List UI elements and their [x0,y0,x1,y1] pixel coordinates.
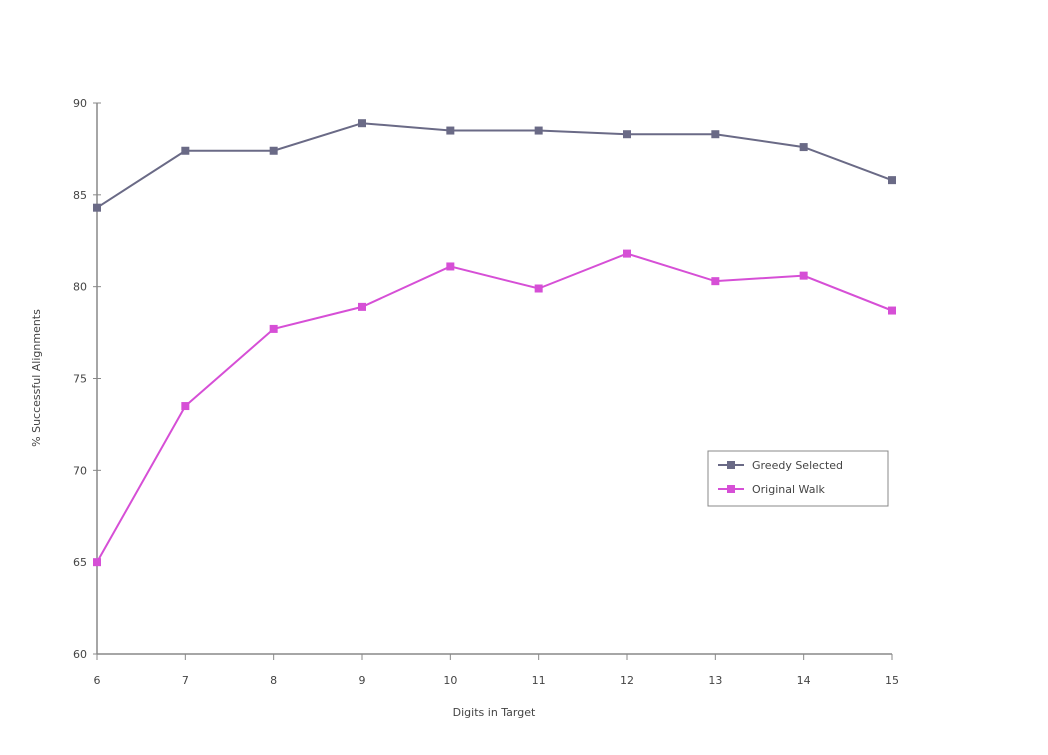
y-axis-title: % Successful Alignments [30,309,43,447]
series-line-original-walk [96,252,893,563]
x-tick-label: 8 [270,674,277,687]
x-tick-label: 14 [797,674,811,687]
data-point-original-walk [269,324,278,333]
data-point-original-walk [358,302,366,311]
x-ticks: 6 7 8 9 10 11 12 13 14 15 [94,654,899,687]
data-point-greedy-selected [269,146,278,155]
data-point-original-walk [888,306,896,315]
data-point-original-walk [181,402,190,411]
y-tick-label: 65 [73,556,87,569]
plot-area: 60 65 70 75 80 85 90 6 7 8 9 10 11 12 13 14 15 [73,97,899,687]
x-tick-label: 11 [532,674,546,687]
data-point-greedy-selected [181,146,190,155]
x-axis-title: Digits in Target [453,706,536,719]
data-point-original-walk [534,284,543,293]
data-point-greedy-selected [711,130,720,139]
x-tick-label: 13 [708,674,722,687]
y-tick-label: 75 [73,373,87,386]
data-point-greedy-selected [93,203,101,212]
y-tick-label: 90 [73,97,87,110]
legend-marker-original-walk [727,485,735,493]
legend: Greedy Selected Original Walk [707,450,889,507]
legend-label-greedy-selected: Greedy Selected [752,459,843,472]
series-line-greedy-selected [96,122,893,209]
legend-marker-greedy-selected [727,461,735,469]
data-point-greedy-selected [534,126,543,135]
data-point-original-walk [446,262,455,271]
data-point-original-walk [93,558,101,567]
data-point-original-walk [623,249,631,258]
x-tick-label: 6 [94,674,101,687]
y-tick-label: 70 [73,464,87,477]
legend-label-original-walk: Original Walk [752,483,826,496]
data-point-greedy-selected [888,176,896,185]
x-tick-label: 7 [182,674,189,687]
data-point-greedy-selected [799,143,808,152]
y-tick-label: 85 [73,189,87,202]
x-tick-label: 10 [443,674,457,687]
legend-box [707,450,889,507]
series-layer [93,119,896,567]
data-point-greedy-selected [623,130,631,139]
x-tick-label: 15 [885,674,899,687]
y-tick-label: 60 [73,648,87,661]
x-tick-label: 12 [620,674,634,687]
data-point-original-walk [799,271,808,280]
data-point-greedy-selected [358,119,366,128]
y-tick-label: 80 [73,281,87,294]
x-tick-label: 9 [359,674,366,687]
data-point-original-walk [711,277,720,286]
data-point-greedy-selected [446,126,455,135]
